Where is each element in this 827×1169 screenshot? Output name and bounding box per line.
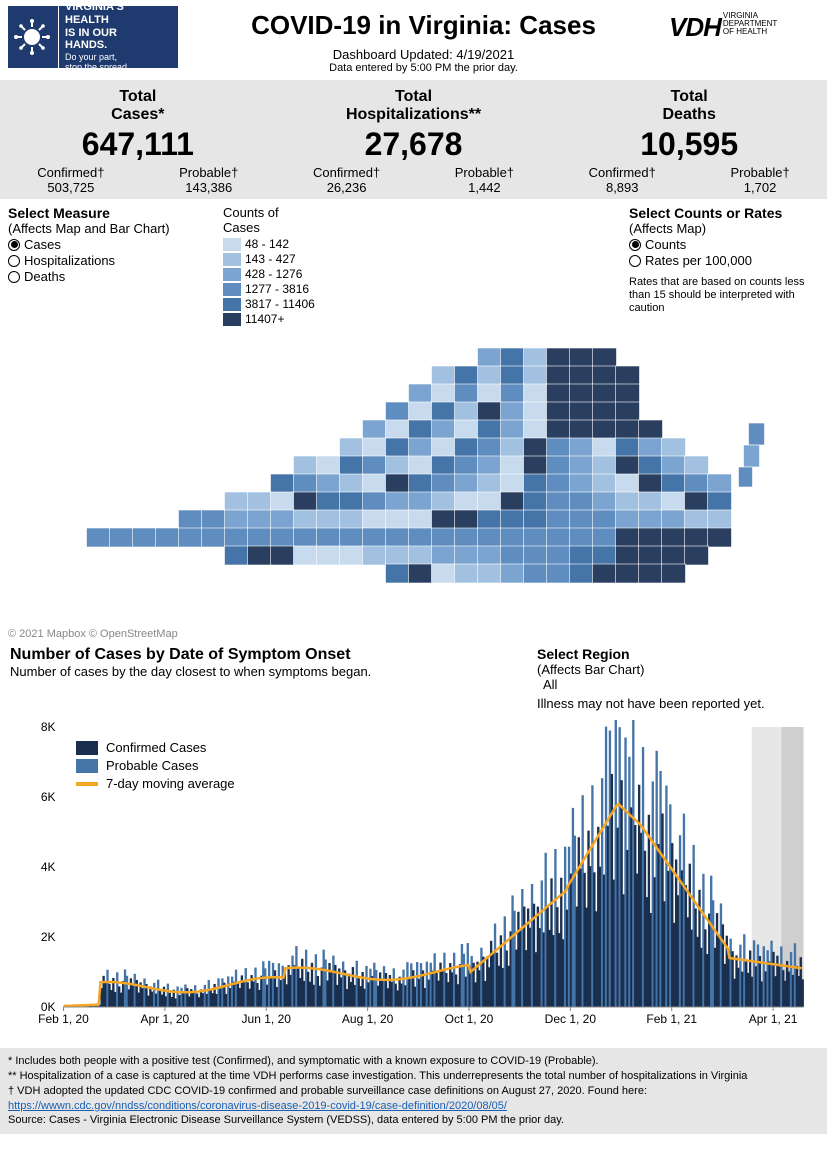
header: VIRGINIA'SHEALTHIS IN OURHANDS. Do your … [0,0,827,80]
chart-legend: Confirmed Cases Probable Cases 7-day movin… [70,731,241,800]
chart-legend-item: Probable Cases [76,758,235,773]
legend-bin: 48 - 142 [223,237,315,251]
legend-bin: 428 - 1276 [223,267,315,281]
chart-legend-item: Confirmed Cases [76,740,235,755]
chart-subtitle: Number of cases by the day closest to wh… [10,664,517,679]
chart-title: Number of Cases by Date of Symptom Onset [10,646,517,664]
svg-text:8K: 8K [41,720,56,734]
counts-radio-rates-per-[interactable]: Rates per 100,000 [629,253,819,268]
stat-block: TotalCases* 647,111 Confirmed†503,725 Pr… [0,88,276,195]
page-title: COVID-19 in Virginia: Cases [186,10,661,41]
updated-text: Dashboard Updated: 4/19/2021 [186,47,661,62]
select-measure: Select Measure (Affects Map and Bar Char… [8,205,213,327]
svg-text:Jun 1, 20: Jun 1, 20 [242,1012,292,1026]
measure-radio-cases[interactable]: Cases [8,237,213,252]
chart-legend-item: 7-day moving average [76,776,235,791]
stat-block: TotalDeaths 10,595 Confirmed†8,893 Proba… [551,88,827,195]
chart-header: Number of Cases by Date of Symptom Onset… [0,640,827,711]
controls-row: Select Measure (Affects Map and Bar Char… [0,199,827,333]
chart-container: 0K2K4K6K8KFeb 1, 20Apr 1, 20Jun 1, 20Aug… [0,711,827,1048]
stats-row: TotalCases* 647,111 Confirmed†503,725 Pr… [0,80,827,199]
region-value[interactable]: All [537,677,817,692]
virus-icon [12,17,52,57]
svg-text:Oct 1, 20: Oct 1, 20 [445,1012,494,1026]
map-legend: Counts ofCases 48 - 142143 - 427428 - 12… [223,205,315,327]
legend-bin: 3817 - 11406 [223,297,315,311]
virginia-map[interactable] [8,333,819,623]
map-attribution: © 2021 Mapbox © OpenStreetMap [0,628,827,640]
select-counts: Select Counts or Rates (Affects Map) Cou… [629,205,819,316]
data-entered-text: Data entered by 5:00 PM the prior day. [186,62,661,74]
svg-text:Apr 1, 21: Apr 1, 21 [749,1012,798,1026]
va-health-logo: VIRGINIA'SHEALTHIS IN OURHANDS. Do your … [8,6,178,68]
svg-text:4K: 4K [41,860,56,874]
svg-text:Aug 1, 20: Aug 1, 20 [342,1012,394,1026]
stat-block: TotalHospitalizations** 27,678 Confirmed… [276,88,552,195]
svg-text:2K: 2K [41,930,56,944]
legend-bin: 1277 - 3816 [223,282,315,296]
svg-text:Feb 1, 20: Feb 1, 20 [38,1012,89,1026]
legend-bin: 11407+ [223,312,315,326]
cdc-link[interactable]: https://wwwn.cdc.gov/nndss/conditions/co… [8,1100,507,1112]
svg-text:6K: 6K [41,790,56,804]
vdh-logo: VDH VIRGINIADEPARTMENTOF HEALTH [669,12,819,43]
select-region: Select Region (Affects Bar Chart) All Il… [537,646,817,711]
svg-text:Feb 1, 21: Feb 1, 21 [646,1012,697,1026]
svg-text:Dec 1, 20: Dec 1, 20 [545,1012,597,1026]
footnotes: * Includes both people with a positive t… [0,1048,827,1134]
measure-radio-deaths[interactable]: Deaths [8,269,213,284]
map-container [0,333,827,628]
svg-text:Apr 1, 20: Apr 1, 20 [141,1012,190,1026]
measure-radio-hospitalizations[interactable]: Hospitalizations [8,253,213,268]
legend-bin: 143 - 427 [223,252,315,266]
counts-radio-counts[interactable]: Counts [629,237,819,252]
